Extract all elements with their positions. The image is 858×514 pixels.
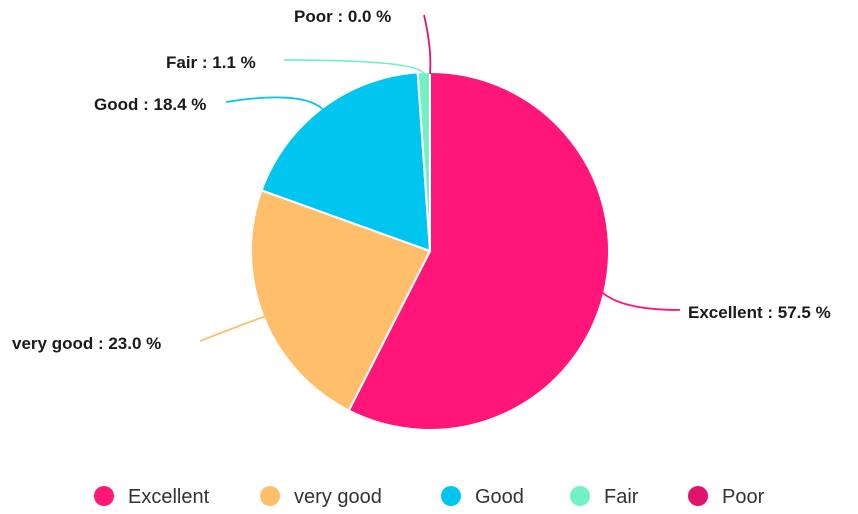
leader-line-good: [225, 96, 324, 111]
legend-label-good: Good: [475, 486, 524, 508]
legend-swatch-fair: [570, 486, 590, 506]
leader-line-excellent: [601, 291, 681, 311]
callout-leaders: [199, 14, 681, 342]
legend-item-very-good[interactable]: very good: [260, 486, 382, 508]
legend: Excellent very good Good Fair Poor: [94, 486, 765, 508]
pie-slices: [250, 70, 610, 431]
legend-label-very-good: very good: [294, 486, 382, 508]
label-good: Good : 18.4 %: [94, 95, 206, 114]
legend-item-good[interactable]: Good: [441, 486, 524, 508]
label-very-good: very good : 23.0 %: [12, 334, 161, 353]
legend-swatch-very-good: [260, 486, 280, 506]
label-fair: Fair : 1.1 %: [166, 53, 256, 72]
leader-line-poor: [423, 14, 432, 75]
legend-label-excellent: Excellent: [128, 486, 210, 508]
legend-label-poor: Poor: [722, 486, 765, 508]
legend-swatch-excellent: [94, 486, 114, 506]
callout-labels: Excellent : 57.5 % very good : 23.0 % Go…: [12, 7, 831, 353]
leader-line-very-good: [199, 315, 266, 342]
label-poor: Poor : 0.0 %: [294, 7, 391, 26]
legend-item-fair[interactable]: Fair: [570, 486, 639, 508]
legend-item-poor[interactable]: Poor: [688, 486, 765, 508]
legend-swatch-poor: [688, 486, 708, 506]
leader-line-fair: [283, 59, 425, 75]
legend-swatch-good: [441, 486, 461, 506]
legend-item-excellent[interactable]: Excellent: [94, 486, 210, 508]
legend-label-fair: Fair: [604, 486, 639, 508]
label-excellent: Excellent : 57.5 %: [688, 303, 831, 322]
